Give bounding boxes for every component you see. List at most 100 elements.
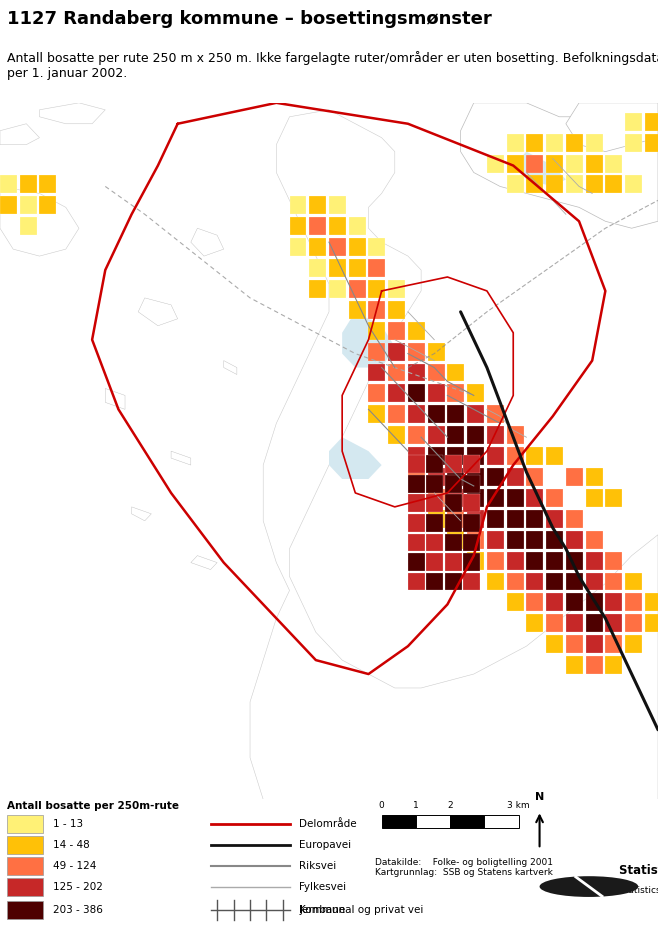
Text: Europavei: Europavei <box>299 840 351 850</box>
Bar <box>428 468 445 486</box>
Bar <box>526 468 544 486</box>
Bar <box>566 531 583 549</box>
Bar <box>408 553 425 571</box>
Bar <box>447 531 465 549</box>
Text: 1127 Randaberg kommune – bosettingsmønster: 1127 Randaberg kommune – bosettingsmønst… <box>7 9 492 28</box>
Bar <box>428 447 445 465</box>
Bar <box>349 259 366 277</box>
Text: 14 - 48: 14 - 48 <box>53 840 89 850</box>
Text: Antall bosatte per rute 250 m x 250 m. Ikke fargelagte ruter/områder er uten bos: Antall bosatte per rute 250 m x 250 m. I… <box>7 50 658 79</box>
Bar <box>507 510 524 527</box>
Bar <box>605 656 622 674</box>
Bar <box>487 154 504 172</box>
Text: Kommunal og privat vei: Kommunal og privat vei <box>299 905 424 915</box>
Bar <box>605 594 622 611</box>
Bar <box>428 342 445 361</box>
Text: Jernbane: Jernbane <box>299 905 345 915</box>
Bar <box>7 901 43 919</box>
Bar <box>586 572 603 591</box>
Bar <box>428 384 445 402</box>
Bar <box>526 572 544 591</box>
Bar <box>507 426 524 444</box>
Bar <box>566 635 583 654</box>
Text: 3 km: 3 km <box>507 800 530 810</box>
Bar <box>408 384 425 402</box>
Bar <box>447 406 465 424</box>
Bar <box>526 510 544 527</box>
Text: 1 - 13: 1 - 13 <box>53 819 83 829</box>
Text: 125 - 202: 125 - 202 <box>53 882 103 892</box>
Bar <box>388 342 405 361</box>
Bar <box>605 176 622 194</box>
Bar <box>586 594 603 611</box>
Bar <box>467 489 484 507</box>
Bar <box>566 154 583 172</box>
Text: Datakilde:    Folke- og boligtelling 2001
Kartgrunnlag:  SSB og Statens kartverk: Datakilde: Folke- og boligtelling 2001 K… <box>375 857 553 877</box>
Bar <box>329 238 346 256</box>
Bar <box>447 447 465 465</box>
Bar <box>408 455 425 473</box>
Bar <box>428 406 445 424</box>
Polygon shape <box>329 438 382 479</box>
Bar <box>645 594 658 611</box>
Bar <box>388 384 405 402</box>
Bar <box>586 552 603 569</box>
Bar <box>566 134 583 151</box>
Bar <box>382 814 416 828</box>
Polygon shape <box>105 388 125 410</box>
Bar <box>625 113 642 131</box>
Bar <box>329 259 346 277</box>
Bar <box>426 553 443 571</box>
Bar <box>526 614 544 632</box>
Bar <box>467 384 484 402</box>
Bar <box>566 594 583 611</box>
Bar <box>368 364 386 381</box>
Bar <box>408 426 425 444</box>
Bar <box>416 814 450 828</box>
Text: Statistisk sentralbyrå: Statistisk sentralbyrå <box>619 863 658 877</box>
Bar <box>546 447 563 465</box>
Bar <box>445 495 462 512</box>
Bar <box>388 301 405 319</box>
Bar <box>566 510 583 527</box>
Bar <box>408 572 425 591</box>
Bar <box>546 134 563 151</box>
Bar <box>487 552 504 569</box>
Bar <box>526 594 544 611</box>
Bar <box>605 489 622 507</box>
Bar <box>487 531 504 549</box>
Bar <box>463 455 480 473</box>
Bar <box>546 154 563 172</box>
Bar <box>526 531 544 549</box>
Bar <box>507 594 524 611</box>
Bar <box>445 553 462 571</box>
Bar <box>546 594 563 611</box>
Bar <box>426 514 443 532</box>
Bar <box>388 426 405 444</box>
Bar <box>445 514 462 532</box>
Bar <box>467 468 484 486</box>
Polygon shape <box>224 361 237 375</box>
Bar <box>368 238 386 256</box>
Bar <box>447 364 465 381</box>
Bar <box>426 495 443 512</box>
Polygon shape <box>171 451 191 465</box>
Bar <box>408 447 425 465</box>
Bar <box>507 572 524 591</box>
Bar <box>463 475 480 493</box>
Bar <box>526 489 544 507</box>
Bar <box>546 572 563 591</box>
Bar <box>507 552 524 569</box>
Bar <box>546 552 563 569</box>
Bar <box>467 552 484 569</box>
Bar <box>566 468 583 486</box>
Bar <box>566 176 583 194</box>
Bar <box>467 531 484 549</box>
Bar <box>463 514 480 532</box>
Bar <box>487 426 504 444</box>
Polygon shape <box>513 151 566 186</box>
Bar <box>507 134 524 151</box>
Bar <box>546 176 563 194</box>
Bar <box>309 280 326 298</box>
Bar <box>507 489 524 507</box>
